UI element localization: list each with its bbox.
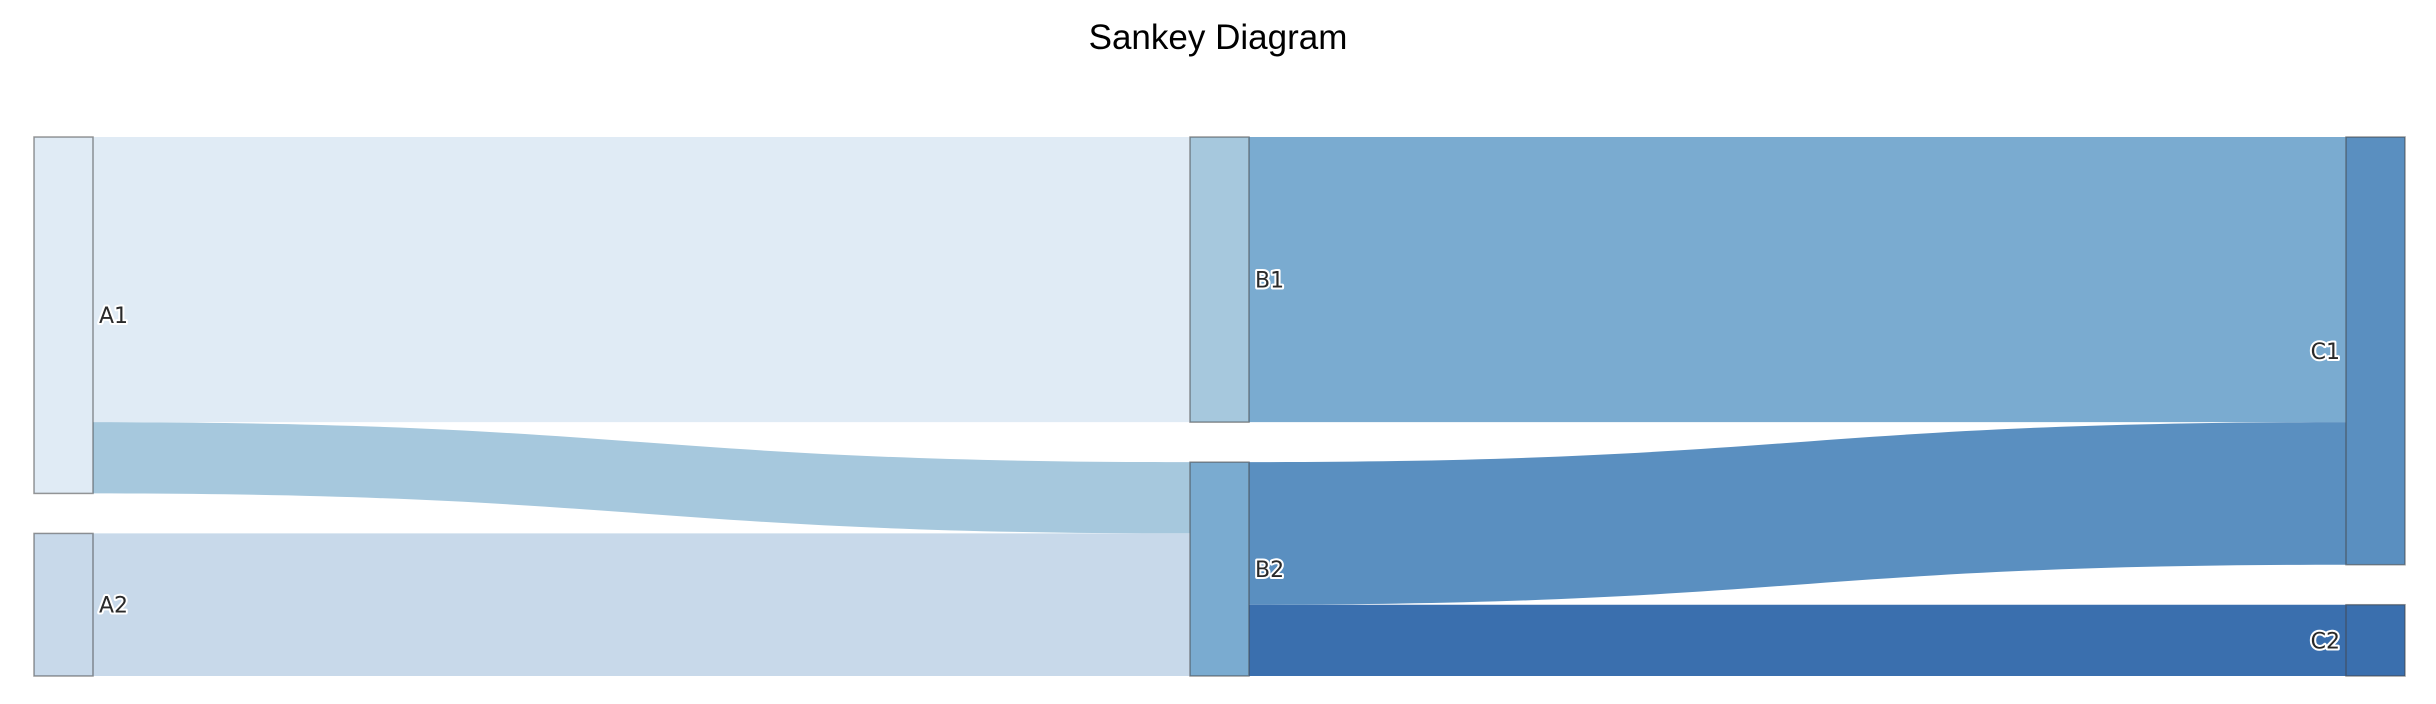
node-label-a2: A2 — [99, 594, 128, 619]
link-b2-c2[interactable] — [1249, 604, 2346, 676]
node-b1[interactable] — [1189, 136, 1250, 423]
nodes-layer: A1 A2 B1 B2 C1 C2 — [33, 136, 2406, 677]
node-b2[interactable] — [1189, 461, 1250, 677]
node-label-b2: B2 — [1255, 558, 1284, 583]
node-c2[interactable] — [2345, 603, 2406, 677]
node-a1[interactable] — [33, 136, 94, 495]
node-label-b1: B1 — [1255, 269, 1284, 294]
node-label-c2: C2 — [2311, 629, 2340, 654]
link-b2-c1[interactable] — [1249, 422, 2346, 605]
node-label-a1: A1 — [99, 304, 128, 329]
link-a1-b1[interactable] — [93, 137, 1190, 423]
link-a1-b2[interactable] — [93, 422, 1190, 534]
node-a2[interactable] — [33, 532, 94, 677]
node-label-c1: C1 — [2311, 340, 2340, 365]
link-a2-b2[interactable] — [93, 533, 1190, 676]
links-layer — [93, 137, 2346, 676]
chart-title: Sankey Diagram — [1088, 18, 1348, 57]
link-b1-c1[interactable] — [1249, 137, 2346, 423]
node-c1[interactable] — [2345, 136, 2406, 566]
